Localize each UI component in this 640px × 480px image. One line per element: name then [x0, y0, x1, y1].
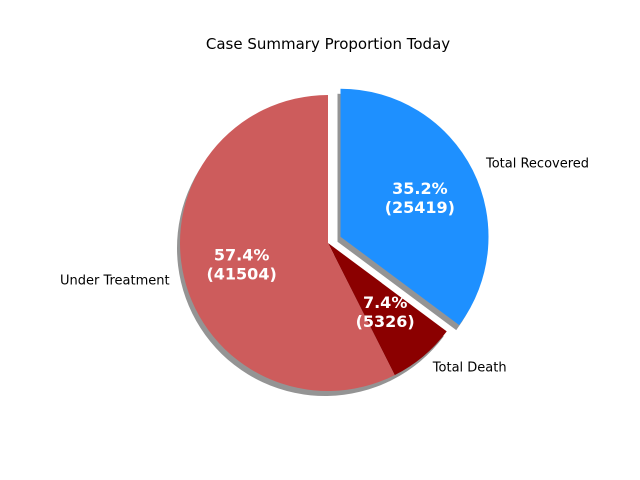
- slice-label-total-recovered: Total Recovered: [485, 157, 589, 172]
- slice-data-label-under-treatment: 57.4% (41504): [206, 246, 276, 284]
- pie-slice-under-treatment: [180, 95, 395, 391]
- pie-slice-total-death: [328, 243, 447, 376]
- slice-label-total-death: Total Death: [432, 361, 507, 376]
- slice-value-total-death: (5326): [356, 312, 415, 331]
- pie-slice-total-recovered: [340, 88, 489, 326]
- slice-percent-total-recovered: 35.2%: [392, 179, 448, 198]
- slice-value-total-recovered: (25419): [385, 198, 455, 217]
- pie-label-layer: Total Recovered 35.2% (25419) Total Death 7.…: [60, 157, 589, 376]
- pie-slice-layer: [180, 88, 489, 391]
- slice-percent-total-death: 7.4%: [363, 293, 407, 312]
- slice-label-under-treatment: Under Treatment: [60, 274, 170, 289]
- slice-value-under-treatment: (41504): [206, 265, 276, 284]
- slice-data-label-total-recovered: 35.2% (25419): [385, 179, 455, 217]
- chart-title: Case Summary Proportion Today: [206, 35, 450, 53]
- slice-data-label-total-death: 7.4% (5326): [356, 293, 415, 331]
- slice-percent-under-treatment: 57.4%: [214, 246, 270, 265]
